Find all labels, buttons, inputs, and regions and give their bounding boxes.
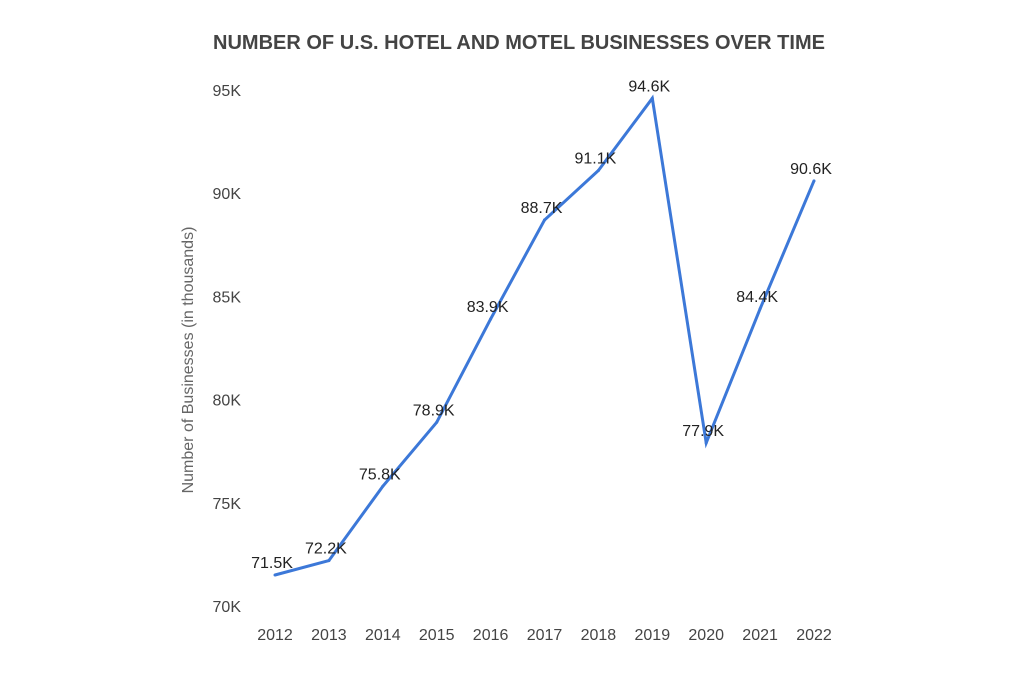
x-tick-label: 2016	[473, 627, 509, 644]
chart-title: NUMBER OF U.S. HOTEL AND MOTEL BUSINESSE…	[213, 32, 825, 54]
data-point	[327, 559, 331, 563]
data-label: 83.9K	[467, 299, 509, 316]
x-tick-label: 2019	[635, 627, 671, 644]
data-labels: 71.5K 72.2K 75.8K 78.9K 83.9K 88.7K 91.1K 94.6K…	[251, 78, 832, 572]
x-tick-label: 2021	[742, 627, 778, 644]
x-tick-label: 2018	[581, 627, 617, 644]
data-point	[650, 96, 654, 100]
x-tick-label: 2015	[419, 627, 455, 644]
y-axis-label: Number of Businesses (in thousands)	[180, 227, 197, 494]
data-label: 90.6K	[790, 161, 832, 178]
x-tick-label: 2013	[311, 627, 347, 644]
series-group	[273, 94, 816, 577]
data-label: 84.4K	[736, 289, 778, 306]
data-label: 94.6K	[628, 78, 670, 95]
series-line	[274, 94, 816, 577]
data-label: 71.5K	[251, 555, 293, 572]
y-tick-label: 95K	[213, 83, 242, 100]
y-tick-label: 90K	[213, 186, 242, 203]
data-point	[381, 484, 385, 488]
x-tick-label: 2014	[365, 627, 401, 644]
y-tick-label: 80K	[213, 393, 242, 410]
data-point	[596, 168, 600, 172]
data-point	[435, 420, 439, 424]
x-axis-ticks: 2012 2013 2014 2015 2016 2017 2018 2019 2020 2021…	[257, 627, 832, 644]
x-tick-label: 2020	[688, 627, 724, 644]
data-label: 78.9K	[413, 402, 455, 419]
y-tick-label: 75K	[213, 496, 242, 513]
data-label: 72.2K	[305, 541, 347, 558]
data-point	[812, 179, 816, 183]
y-axis-ticks: 70K 75K 80K 85K 90K 95K	[213, 83, 242, 616]
data-point	[489, 317, 493, 321]
y-tick-label: 85K	[213, 289, 242, 306]
data-label: 77.9K	[682, 423, 724, 440]
x-tick-label: 2017	[527, 627, 563, 644]
data-point	[758, 307, 762, 311]
data-label: 88.7K	[521, 200, 563, 217]
y-tick-label: 70K	[213, 599, 242, 616]
data-point	[543, 218, 546, 222]
x-tick-label: 2012	[257, 627, 293, 644]
x-tick-label: 2022	[796, 627, 832, 644]
data-point	[273, 573, 277, 577]
data-label: 91.1K	[574, 150, 616, 167]
data-point	[704, 441, 708, 445]
data-label: 75.8K	[359, 466, 401, 483]
